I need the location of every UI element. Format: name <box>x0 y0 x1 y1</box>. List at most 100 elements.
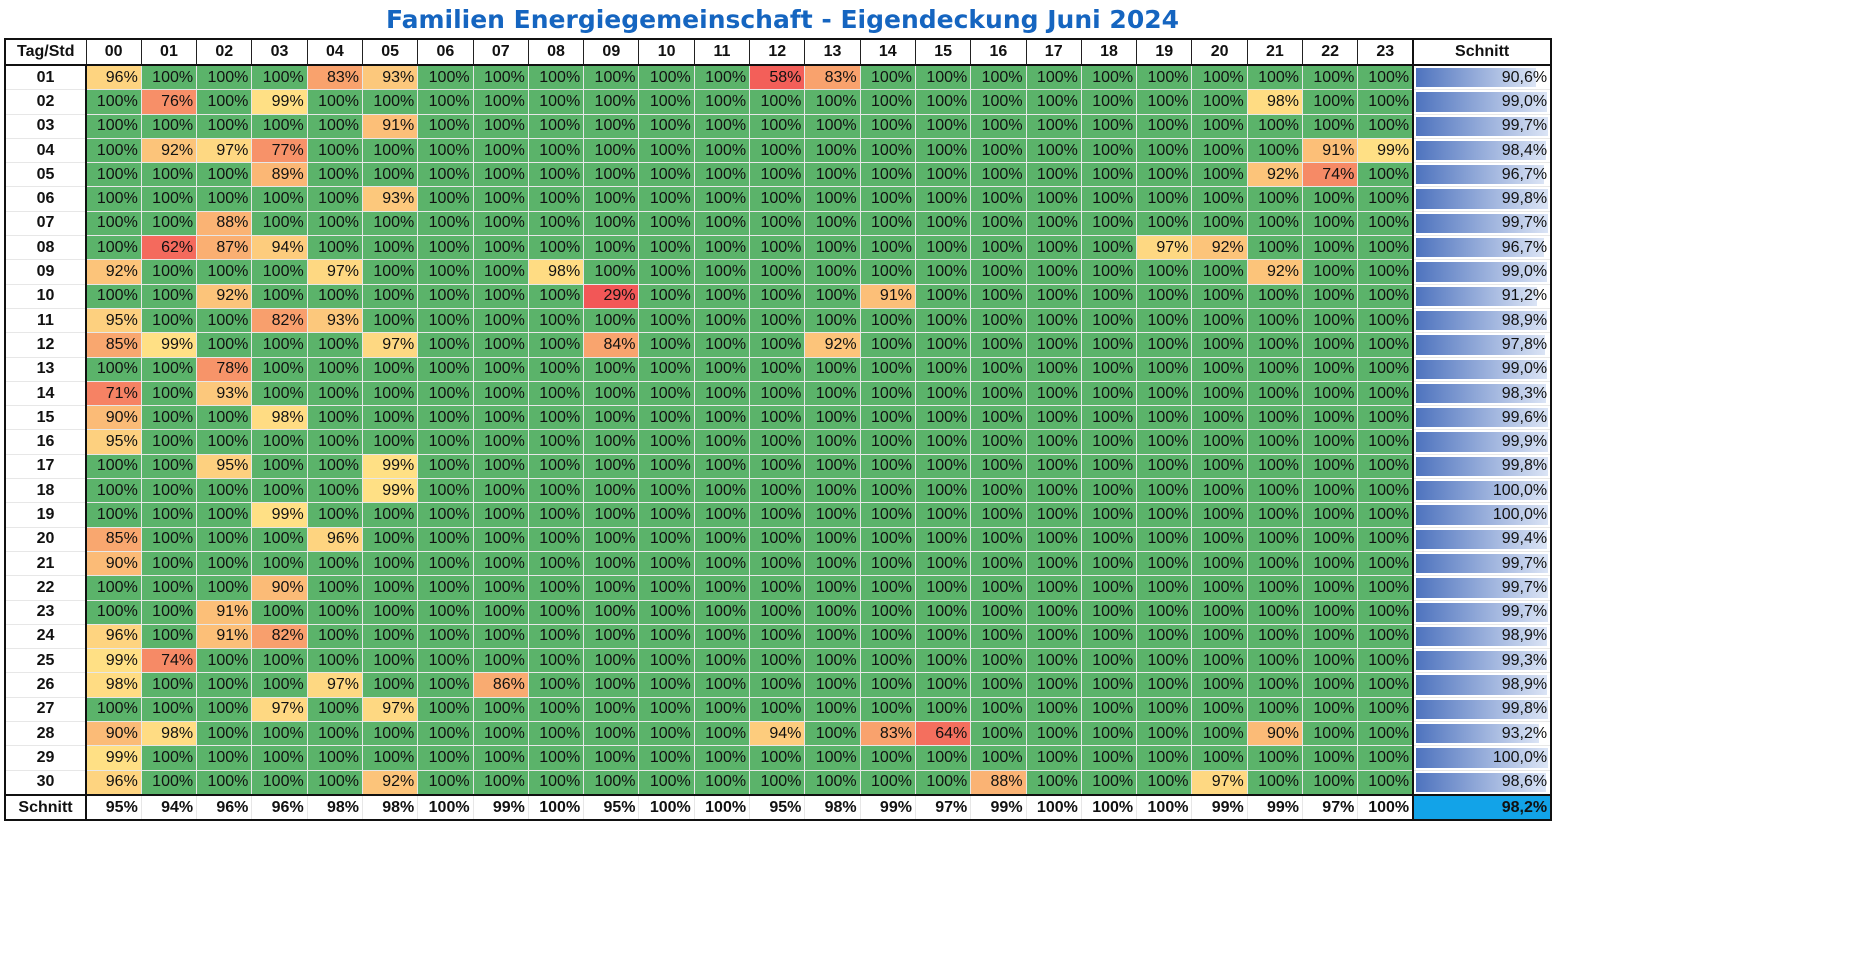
heat-cell: 100% <box>1357 745 1414 771</box>
heat-cell: 100% <box>417 113 474 139</box>
heat-cell: 100% <box>1246 356 1304 382</box>
heat-cell: 100% <box>914 599 972 625</box>
heat-cell: 100% <box>638 526 695 552</box>
header-row: Tag/Std 00 01 02 03 04 05 06 07 08 09 10 11 12 13 14 15 1… <box>4 38 1553 66</box>
hour-header-06: 06 <box>417 38 474 66</box>
heat-cell: 100% <box>527 745 585 771</box>
heat-cell: 100% <box>527 453 585 480</box>
row-average-cell: 98,9% <box>1412 307 1553 334</box>
row-average-bar <box>1416 772 1547 792</box>
heat-cell: 100% <box>1357 283 1414 309</box>
heat-cell: 92% <box>361 769 419 796</box>
row-average-value: 96,7% <box>1501 238 1548 256</box>
heat-cell: 100% <box>970 648 1027 674</box>
heat-cell: 100% <box>583 672 640 698</box>
heat-cell: 100% <box>693 405 751 431</box>
heat-cell: 92% <box>196 283 253 309</box>
heat-cell: 100% <box>85 283 142 309</box>
heat-cell: 97% <box>251 696 308 723</box>
heat-cell: 100% <box>361 235 419 261</box>
day-row-20: 20 85% 100% 100% 100% 96% 100% 100% 100% 100% 100%… <box>4 526 1553 552</box>
heat-cell: 100% <box>417 599 474 625</box>
heat-cell: 100% <box>1191 550 1248 577</box>
heat-cell: 100% <box>749 235 806 261</box>
column-average-cell: 99% <box>859 793 916 822</box>
heat-cell: 100% <box>1025 235 1082 261</box>
heat-cell: 100% <box>804 186 861 212</box>
heat-cell: 100% <box>1246 696 1304 723</box>
heat-cell: 100% <box>1302 89 1359 115</box>
heat-cell: 100% <box>361 672 419 698</box>
row-average-value: 93,2% <box>1501 724 1548 742</box>
heat-cell: 100% <box>472 721 529 747</box>
heat-cell: 100% <box>638 745 695 771</box>
day-label-05: 05 <box>4 162 87 188</box>
row-average-bar <box>1416 383 1546 404</box>
day-row-13: 13 100% 100% 78% 100% 100% 100% 100% 100% 100% 100… <box>4 356 1553 382</box>
heat-cell: 100% <box>1136 210 1193 237</box>
heat-cell: 100% <box>1191 307 1248 334</box>
heat-cell: 100% <box>1246 745 1304 771</box>
heat-cell: 100% <box>1080 405 1138 431</box>
heat-cell: 100% <box>914 380 972 407</box>
row-average-cell: 98,3% <box>1412 380 1553 407</box>
heat-cell: 100% <box>804 550 861 577</box>
heat-cell: 100% <box>693 259 751 285</box>
heat-cell: 100% <box>1302 235 1359 261</box>
heat-cell: 100% <box>693 453 751 480</box>
heat-cell: 100% <box>1191 380 1248 407</box>
heat-cell: 93% <box>306 307 363 334</box>
day-row-29: 29 99% 100% 100% 100% 100% 100% 100% 100% 100% 100… <box>4 745 1553 771</box>
heat-cell: 100% <box>749 696 806 723</box>
column-average-cell: 99% <box>970 793 1027 822</box>
heat-cell: 100% <box>1025 429 1082 455</box>
heat-cell: 100% <box>804 113 861 139</box>
heat-cell: 100% <box>1136 405 1193 431</box>
row-average-value: 96,7% <box>1501 165 1548 183</box>
heat-cell: 100% <box>749 502 806 528</box>
day-label-20: 20 <box>4 526 87 552</box>
column-average-cell: 100% <box>1136 793 1193 822</box>
heat-cell: 100% <box>472 599 529 625</box>
heat-cell: 100% <box>306 332 363 358</box>
heat-cell: 100% <box>804 137 861 164</box>
heat-cell: 100% <box>361 162 419 188</box>
heat-cell: 100% <box>693 623 751 650</box>
heat-cell: 100% <box>583 769 640 796</box>
heat-cell: 100% <box>749 332 806 358</box>
heat-cell: 100% <box>1357 210 1414 237</box>
heat-cell: 100% <box>85 696 142 723</box>
row-average-bar <box>1416 165 1544 185</box>
day-label-21: 21 <box>4 550 87 577</box>
heat-cell: 100% <box>638 405 695 431</box>
heat-cell: 88% <box>196 210 253 237</box>
heat-cell: 100% <box>1302 380 1359 407</box>
heat-cell: 100% <box>859 405 916 431</box>
heat-cell: 100% <box>914 648 972 674</box>
heat-cell: 100% <box>1302 453 1359 480</box>
heat-cell: 100% <box>970 89 1027 115</box>
heat-cell: 100% <box>1080 745 1138 771</box>
heat-cell: 100% <box>859 599 916 625</box>
heat-cell: 100% <box>914 453 972 480</box>
heat-cell: 100% <box>914 283 972 309</box>
heat-cell: 100% <box>527 648 585 674</box>
day-row-03: 03 100% 100% 100% 100% 100% 91% 100% 100% 100% 100… <box>4 113 1553 139</box>
heat-cell: 100% <box>1246 453 1304 480</box>
heat-cell: 100% <box>859 162 916 188</box>
heat-cell: 100% <box>914 550 972 577</box>
heat-cell: 100% <box>361 526 419 552</box>
heat-cell: 100% <box>472 235 529 261</box>
row-average-value: 99,7% <box>1501 214 1548 232</box>
row-average-cell: 96,7% <box>1412 235 1553 261</box>
heat-cell: 100% <box>527 575 585 601</box>
heat-cell: 100% <box>693 478 751 504</box>
heat-cell: 100% <box>1136 745 1193 771</box>
heat-cell: 100% <box>1302 283 1359 309</box>
row-average-bar <box>1416 724 1540 744</box>
heat-cell: 100% <box>1080 550 1138 577</box>
heat-cell: 100% <box>1302 599 1359 625</box>
heat-cell: 100% <box>804 502 861 528</box>
heat-cell: 100% <box>1357 429 1414 455</box>
day-row-30: 30 96% 100% 100% 100% 100% 92% 100% 100% 100% 100%… <box>4 769 1553 796</box>
